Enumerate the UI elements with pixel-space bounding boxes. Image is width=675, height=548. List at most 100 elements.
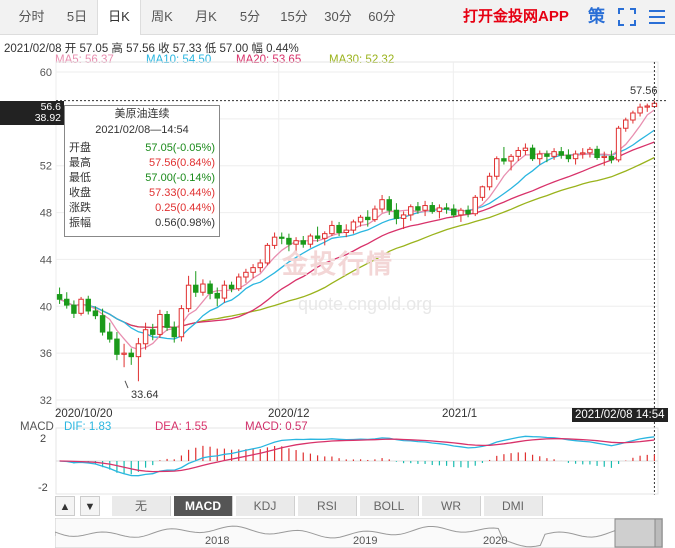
candle-body: [142, 329, 149, 345]
candle-body: [558, 151, 564, 156]
candle: [357, 214, 364, 227]
ma-legend-item: MA10: 54.50: [146, 54, 212, 66]
candle-body: [250, 267, 256, 273]
candle-body: [608, 155, 615, 161]
candle-body: [271, 236, 278, 246]
candle: [451, 204, 457, 218]
candle: [307, 233, 314, 248]
candle: [479, 185, 486, 201]
candle: [365, 210, 371, 227]
candle-body: [214, 292, 220, 299]
indicator-tab-kdj[interactable]: KDJ: [236, 496, 295, 516]
candle-body: [264, 244, 271, 264]
indicator-tabs: 无 MACD KDJ RSI BOLL WR DMI: [55, 496, 615, 516]
navigator-frame: [55, 518, 663, 548]
y-tick-label: 40: [40, 301, 52, 313]
indicator-tab-无[interactable]: 无: [112, 496, 171, 516]
candle-body: [207, 283, 213, 294]
strategy-button[interactable]: 策: [588, 7, 605, 26]
candle-body: [85, 298, 91, 312]
navigator-scroll: [654, 518, 663, 548]
tab-2[interactable]: 日K: [97, 0, 141, 35]
tab-8[interactable]: 60分: [368, 9, 396, 24]
fullscreen-icon[interactable]: [618, 8, 636, 26]
tooltip-row: 最低 57.00(-0.14%): [65, 171, 219, 186]
candle-body: [393, 209, 400, 219]
tab-4[interactable]: 月K: [195, 9, 217, 24]
candle-body: [601, 155, 607, 159]
hamburger-menu-icon[interactable]: [648, 8, 666, 26]
candle-body: [286, 237, 292, 245]
candle-body: [623, 119, 629, 129]
scroll-up-button[interactable]: ▲: [55, 496, 75, 516]
macd-axis-top: 2: [40, 433, 47, 445]
candle-body: [322, 233, 328, 239]
candle-body: [365, 216, 371, 221]
candle-body: [422, 205, 428, 211]
candle-body: [300, 240, 306, 245]
candle: [522, 143, 529, 156]
candle: [250, 264, 256, 279]
macd-dea: DEA: 1.55: [155, 421, 208, 433]
candle: [142, 322, 149, 350]
candle-body: [429, 205, 435, 212]
candle-body: [357, 216, 364, 223]
candle-body: [637, 106, 643, 114]
last-price-label: 57.56: [630, 85, 658, 97]
tooltip-date: 2021/02/08—14:54: [95, 124, 189, 136]
tab-0[interactable]: 分时: [18, 9, 45, 24]
tab-3[interactable]: 周K: [151, 9, 173, 24]
ohlc-info-line: 2021/02/08 开 57.05 高 57.56 收 57.33 低 57.…: [4, 43, 299, 55]
candle-body: [164, 313, 170, 328]
tooltip-value: 57.00(-0.14%): [145, 172, 215, 184]
candle-body: [494, 158, 500, 177]
scroll-down-button[interactable]: ▼: [80, 496, 100, 516]
indicator-tab-dmi[interactable]: DMI: [484, 496, 543, 516]
tab-5[interactable]: 5分: [239, 9, 261, 24]
tab-1[interactable]: 5日: [66, 9, 88, 24]
candle: [71, 300, 77, 318]
candle: [637, 103, 643, 117]
candle: [393, 203, 400, 225]
indicator-tab-rsi[interactable]: RSI: [298, 496, 357, 516]
candle: [508, 154, 514, 171]
tab-6[interactable]: 15分: [280, 9, 308, 24]
candle: [529, 144, 536, 162]
candle-body: [587, 148, 593, 154]
candle-body: [121, 352, 127, 355]
candle-body: [228, 284, 235, 290]
candle: [178, 305, 185, 342]
candle-body: [386, 199, 392, 211]
indicator-tab-macd[interactable]: MACD: [174, 496, 233, 516]
candle: [85, 295, 91, 315]
tooltip-row: 涨跌 0.25(0.44%): [65, 201, 219, 216]
navigator-year-label: 2019: [353, 535, 377, 547]
candle: [221, 280, 228, 303]
candle: [200, 279, 206, 296]
candle: [537, 150, 543, 165]
range-navigator[interactable]: 2018 2019 2020: [55, 518, 663, 548]
candle-body: [343, 229, 349, 233]
indicator-tab-boll[interactable]: BOLL: [360, 496, 419, 516]
y-tick-label: 60: [40, 67, 52, 79]
macd-dif: DIF: 1.83: [64, 421, 112, 433]
low-pointer: [124, 380, 129, 389]
indicator-tab-wr[interactable]: WR: [422, 496, 481, 516]
candle-body: [529, 147, 536, 160]
candle: [565, 149, 572, 163]
open-app-link[interactable]: 打开金投网APP: [463, 8, 569, 25]
candle: [56, 287, 63, 304]
tab-7[interactable]: 30分: [324, 9, 352, 24]
candle-body: [436, 207, 443, 212]
candle-body: [56, 294, 63, 300]
candle: [400, 211, 407, 229]
candle: [436, 204, 443, 219]
candle: [135, 337, 142, 382]
candle-body: [615, 127, 622, 161]
ma-legend-item: MA20: 53.65: [236, 54, 302, 66]
candle: [121, 343, 127, 368]
y-tick-label: 48: [40, 208, 52, 220]
navigator-year-label: 2018: [205, 535, 229, 547]
candle: [314, 226, 321, 242]
